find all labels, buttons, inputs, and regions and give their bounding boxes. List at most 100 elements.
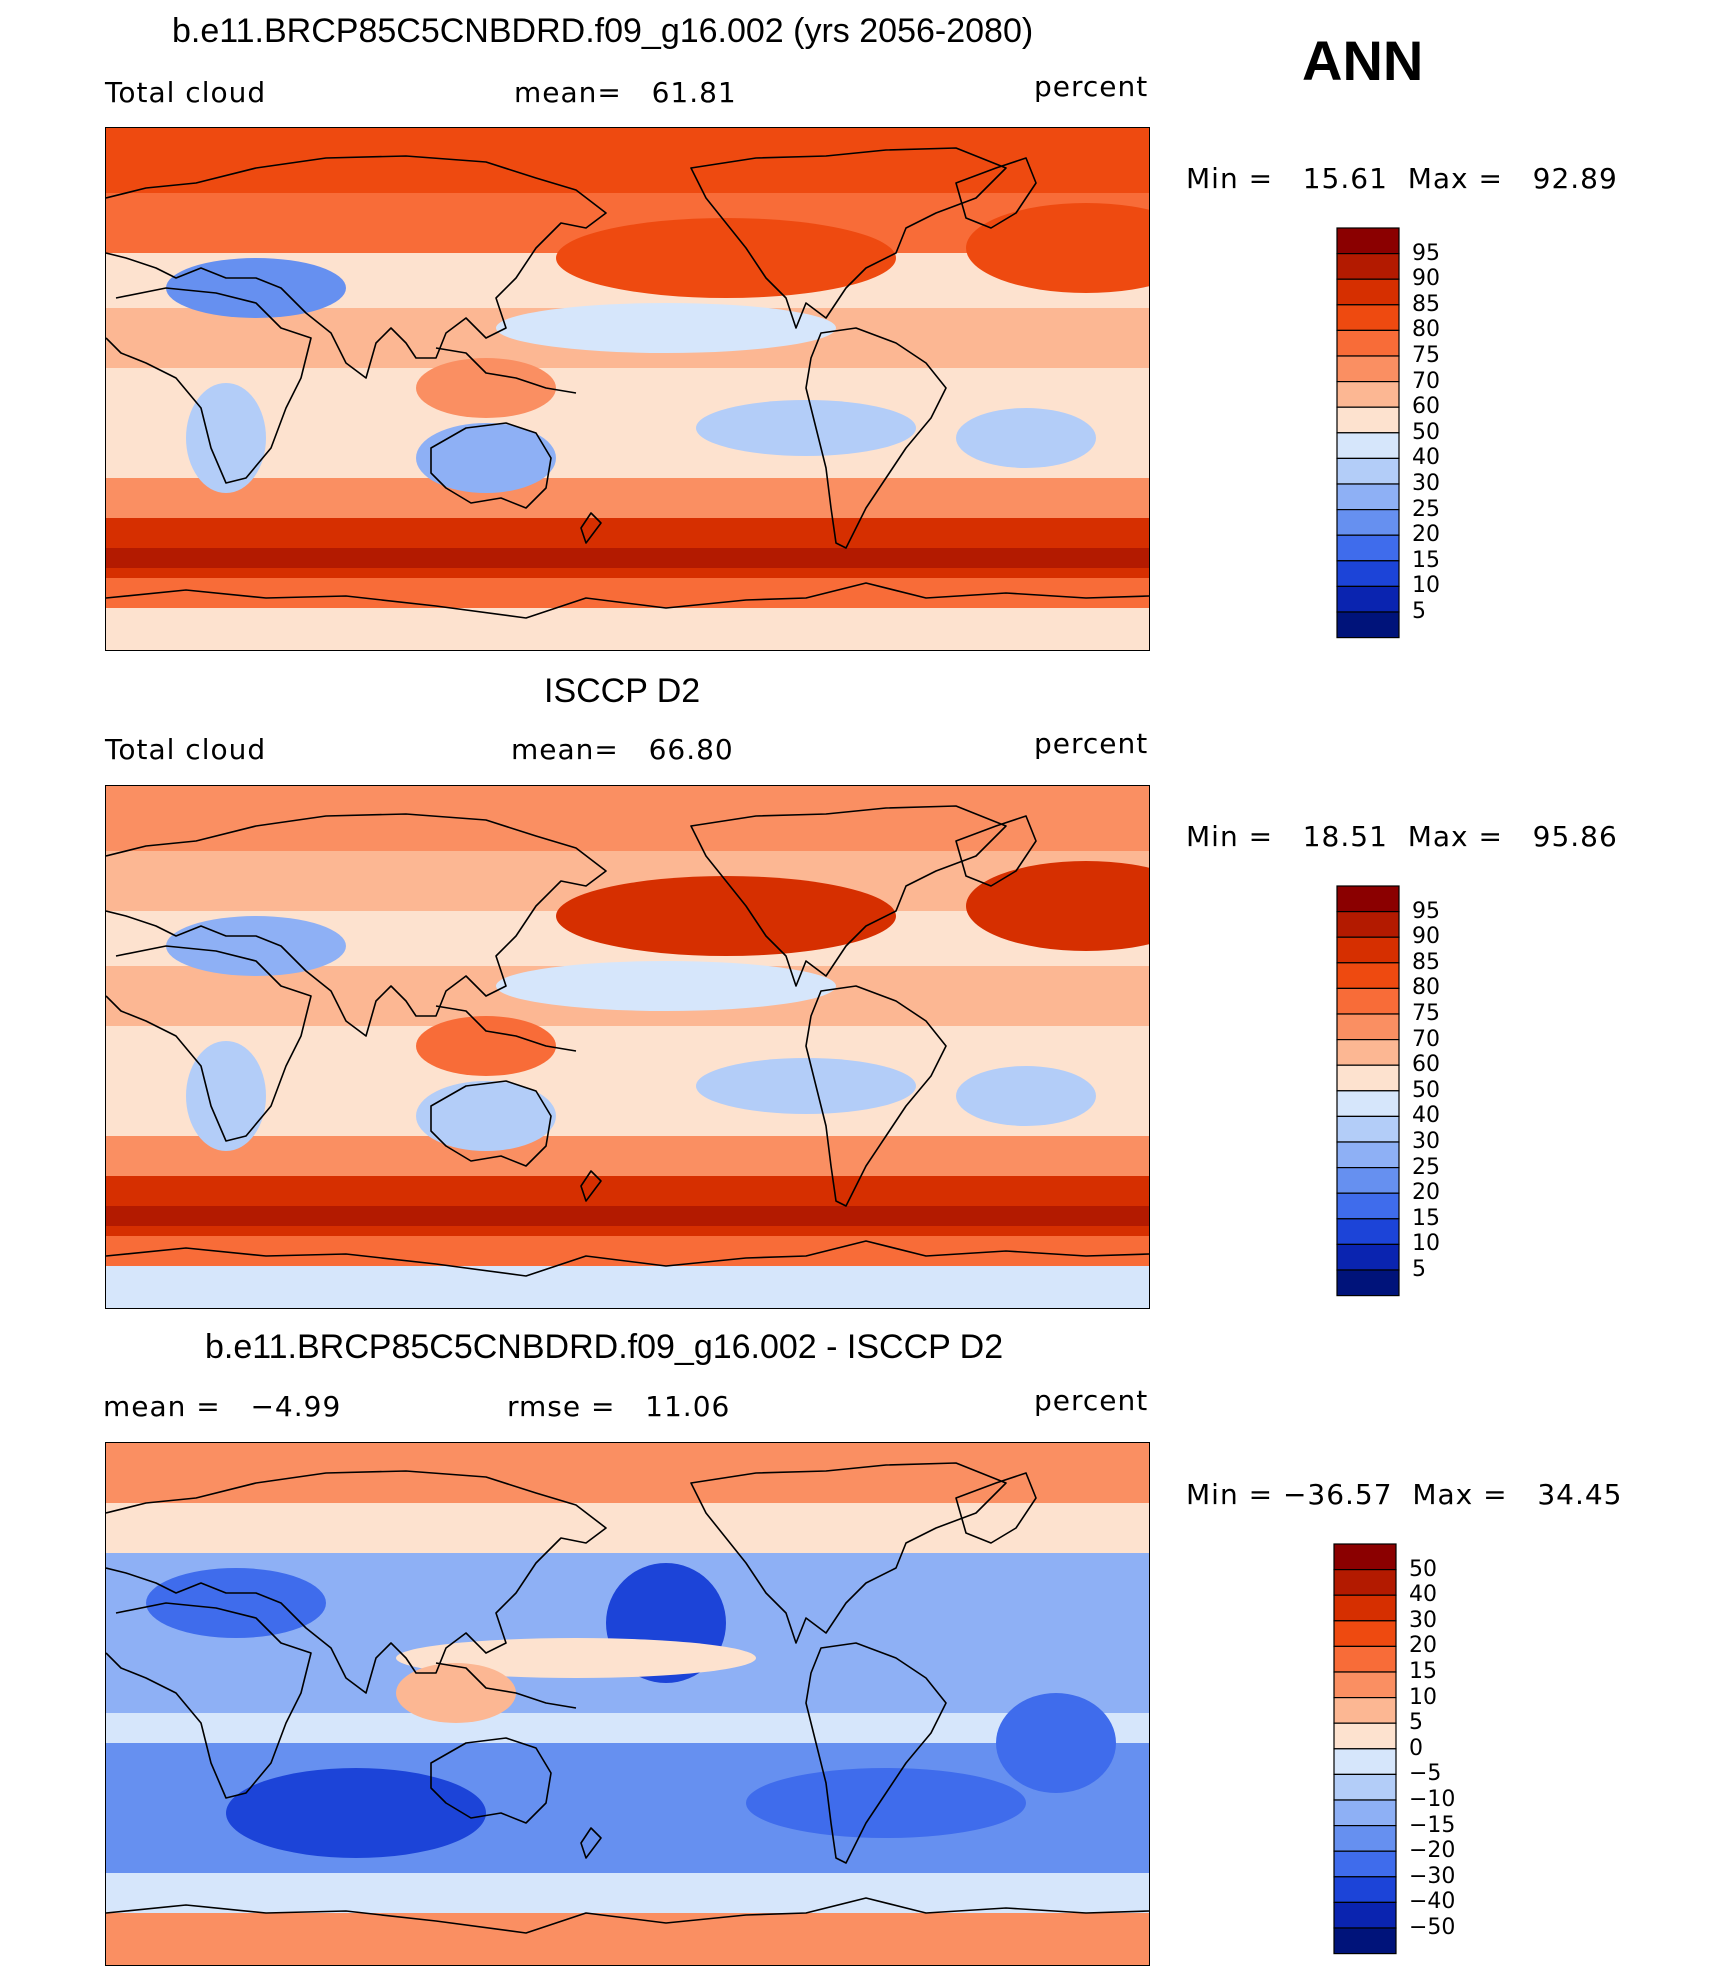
colorbar-tick-label: 50 [1412, 1077, 1440, 1103]
colorbar-swatch [1333, 1594, 1397, 1622]
field-band-antarctic [106, 1913, 1149, 1965]
coast-north-america [690, 147, 1007, 329]
panel-3-minmax: Min = −36.57 Max = 34.45 [1186, 1478, 1623, 1511]
colorbar-swatch [1336, 962, 1400, 990]
colorbar-swatch [1336, 1243, 1400, 1271]
colorbar-tick-label: 80 [1412, 317, 1440, 343]
field-region [186, 1041, 266, 1151]
colorbar-boxes [1336, 885, 1400, 1297]
field-region [416, 358, 556, 418]
colorbar-swatch [1336, 509, 1400, 536]
colorbar-tick-label: 85 [1412, 949, 1440, 975]
colorbar-tick-label: −20 [1409, 1838, 1456, 1864]
colorbar-tick-label: 30 [1412, 1129, 1440, 1154]
colorbar-swatch [1336, 329, 1400, 357]
panel-2-units-label: percent [1034, 727, 1149, 760]
colorbar-swatch [1333, 1850, 1397, 1878]
field-region [146, 1568, 326, 1638]
coast-eurasia [106, 155, 607, 379]
field-band-arctic [106, 128, 1149, 193]
colorbar-swatch [1336, 483, 1400, 511]
colorbar-tick-label: 0 [1409, 1735, 1423, 1761]
colorbar-tick-label: 10 [1412, 1231, 1440, 1257]
colorbar-tick-label: 40 [1412, 1103, 1440, 1129]
colorbar-swatch [1336, 560, 1400, 587]
coast-new-zealand [580, 512, 602, 544]
field-region [696, 400, 916, 456]
colorbar-swatch [1336, 355, 1400, 383]
panel-3-mean-label: mean = −4.99 [103, 1390, 342, 1423]
colorbar-swatch [1336, 1141, 1400, 1169]
colorbar-swatch [1333, 1825, 1397, 1852]
coast-australia [430, 1080, 552, 1167]
colorbar-swatch [1336, 1013, 1400, 1041]
field-region [396, 1663, 516, 1723]
colorbar-tick-label: −30 [1409, 1863, 1456, 1889]
colorbar-tick-label: −50 [1409, 1915, 1456, 1940]
field-region [956, 408, 1096, 468]
panel-2-colorbar: 95 90 85 80 75 70 60 50 40 30 25 20 15 10 5 [1336, 885, 1476, 1300]
colorbar-tick-label: 90 [1412, 924, 1440, 950]
panel-1-map [105, 127, 1150, 651]
colorbar-swatch [1336, 432, 1400, 460]
colorbar-tick-label: 30 [1412, 471, 1440, 496]
colorbar-swatch [1336, 1090, 1400, 1118]
colorbar-tick-label: 5 [1412, 599, 1426, 624]
coast-greenland [955, 815, 1037, 887]
panel-1-title: b.e11.BRCP85C5CNBDRD.f09_g16.002 (yrs 20… [172, 12, 1034, 50]
field-band-arctic [106, 1443, 1149, 1503]
coast-eurasia [106, 813, 607, 1037]
coast-new-zealand [580, 1827, 602, 1859]
colorbar-tick-label: 95 [1412, 898, 1440, 924]
colorbar-swatch [1333, 1569, 1397, 1596]
coast-south-america [805, 1642, 947, 1864]
colorbar-boxes [1336, 227, 1400, 639]
colorbar-swatch [1336, 1269, 1400, 1297]
coast-africa [106, 945, 312, 1142]
colorbar-tick-label: 5 [1409, 1710, 1423, 1736]
field-region [166, 258, 346, 318]
field-band [106, 1873, 1149, 1913]
coast-australia [430, 422, 552, 509]
colorbar-swatch [1336, 278, 1400, 306]
colorbar-tick-label: 75 [1412, 343, 1440, 368]
field-band [106, 1206, 1149, 1226]
panel-1-minmax: Min = 15.61 Max = 92.89 [1186, 162, 1618, 195]
colorbar-tick-label: 75 [1412, 1001, 1440, 1026]
colorbar-tick-label: 60 [1412, 394, 1440, 420]
colorbar-swatch [1336, 1218, 1400, 1245]
colorbar-swatch [1336, 936, 1400, 964]
field-region [186, 383, 266, 493]
field-region [416, 1081, 556, 1151]
colorbar-tick-label: −5 [1409, 1761, 1442, 1787]
field-region [496, 961, 836, 1011]
colorbar-tick-label: −15 [1409, 1812, 1456, 1838]
panel-1-mean-label: mean= 61.81 [514, 76, 737, 109]
colorbar-swatch [1336, 457, 1400, 485]
field-region [226, 1768, 486, 1858]
panel-1-colorbar: 95 90 85 80 75 70 60 50 40 30 25 20 15 10 5 [1336, 227, 1476, 642]
colorbar-swatch [1336, 1064, 1400, 1092]
field-band [106, 478, 1149, 518]
colorbar-swatch [1333, 1671, 1397, 1699]
colorbar-swatch [1336, 406, 1400, 434]
field-region [496, 303, 836, 353]
field-region [556, 876, 896, 956]
season-annotation: ANN [1302, 29, 1424, 92]
field-band-antarctic [106, 608, 1149, 650]
colorbar-swatch [1333, 1773, 1397, 1801]
panel-3-map [105, 1442, 1150, 1966]
colorbar-tick-label: 90 [1412, 266, 1440, 292]
panel-2-minmax: Min = 18.51 Max = 95.86 [1186, 820, 1618, 853]
coast-maritime-continent [435, 1005, 577, 1052]
colorbar-swatch [1336, 1192, 1400, 1220]
colorbar-tick-label: 40 [1412, 445, 1440, 471]
field-band-antarctic [106, 1266, 1149, 1308]
field-region [696, 1058, 916, 1114]
colorbar-swatch [1336, 227, 1400, 255]
colorbar-swatch [1336, 585, 1400, 613]
colorbar-tick-label: 70 [1412, 1026, 1440, 1052]
coast-south-america [805, 985, 947, 1207]
panel-2-mean-label: mean= 66.80 [511, 733, 734, 766]
colorbar-swatch [1336, 304, 1400, 332]
